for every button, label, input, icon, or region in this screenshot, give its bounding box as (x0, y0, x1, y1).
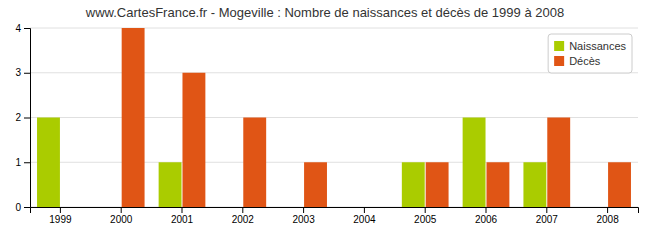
tick-label: 4 (15, 23, 21, 34)
grid-line (30, 162, 638, 163)
bar-series (37, 118, 546, 208)
grid-line (30, 117, 638, 118)
tick: 2 (15, 112, 30, 123)
tick-label: 2000 (110, 214, 133, 225)
plot: 0 1 2 3 4 1999 2000 2001 2002 2003 2004 2005 2006 200… (15, 23, 638, 225)
tick: 2002 (232, 207, 255, 225)
bar (280, 207, 303, 208)
tick: 2008 (596, 207, 619, 225)
tick: 4 (15, 23, 30, 34)
axis-domain (31, 208, 639, 214)
title: www.CartesFrance.fr - Mogeville : Nombre… (85, 5, 564, 20)
tick-label: 2003 (292, 214, 315, 225)
chart-svg: www.CartesFrance.fr - Mogeville : Nombre… (0, 0, 650, 229)
chart-container: www.CartesFrance.fr - Mogeville : Nombre… (0, 0, 650, 229)
tick: 2000 (110, 207, 133, 225)
y-axis: 0 1 2 3 4 (15, 23, 30, 213)
tick: 2004 (353, 207, 376, 225)
bar (608, 162, 631, 207)
bar (159, 162, 182, 207)
tick-label: 2002 (232, 214, 255, 225)
tick: 2007 (536, 207, 559, 225)
tick: 2006 (475, 207, 498, 225)
bar (243, 118, 266, 208)
bar (61, 207, 84, 208)
legend-background (548, 34, 632, 73)
tick: 1999 (49, 207, 72, 225)
tick-label: 2001 (171, 214, 194, 225)
bar (365, 207, 388, 208)
bar (547, 118, 570, 208)
legend: Naissances Décès (548, 34, 632, 73)
tick: 3 (15, 67, 30, 78)
tick-label: 2006 (475, 214, 498, 225)
tick-line (24, 118, 30, 119)
tick-label: 2007 (536, 214, 559, 225)
bar (523, 162, 546, 207)
tick-label: 2004 (353, 214, 376, 225)
tick-label: 2 (15, 112, 21, 123)
tick: 2001 (171, 207, 194, 225)
bar (304, 162, 327, 207)
tick: 1 (15, 157, 30, 168)
legend-label: Naissances (569, 40, 626, 52)
tick-line (24, 207, 30, 208)
legend-swatch (554, 41, 564, 51)
tick: 2003 (292, 207, 315, 225)
bar (584, 207, 607, 208)
grid (30, 28, 638, 207)
tick-label: 2005 (414, 214, 437, 225)
grid-line (30, 72, 638, 73)
tick: 2005 (414, 207, 437, 225)
bar (219, 207, 242, 208)
bar (426, 162, 449, 207)
bar (341, 207, 364, 208)
legend-swatch (554, 56, 564, 66)
bar (402, 162, 425, 207)
tick-label: 2008 (596, 214, 619, 225)
tick-label: 3 (15, 67, 21, 78)
tick-line (607, 207, 608, 213)
tick-line (121, 207, 122, 213)
bar (122, 28, 145, 207)
tick-label: 1999 (49, 214, 72, 225)
tick-label: 1 (15, 157, 21, 168)
bar (182, 73, 205, 207)
tick-line (60, 207, 61, 213)
tick-line (24, 162, 30, 163)
tick-line (364, 207, 365, 213)
legend-item: Naissances (554, 40, 626, 52)
bars (37, 28, 631, 207)
tick-line (24, 28, 30, 29)
legend-item: Décès (554, 55, 601, 67)
tick-line (242, 207, 243, 213)
bar (98, 207, 121, 208)
axis-domain (24, 29, 31, 208)
tick-line (182, 207, 183, 213)
tick-line (24, 73, 30, 74)
legend-label: Décès (569, 55, 601, 67)
bar (37, 118, 60, 208)
tick-line (486, 207, 487, 213)
bar (463, 118, 486, 208)
tick-label: 0 (15, 202, 21, 213)
tick-line (546, 207, 547, 213)
bar (486, 162, 509, 207)
tick: 0 (15, 202, 30, 213)
tick-line (425, 207, 426, 213)
grid-line (30, 28, 638, 29)
x-axis: 1999 2000 2001 2002 2003 2004 2005 2006 2007 2008 (31, 207, 639, 225)
tick-line (303, 207, 304, 213)
